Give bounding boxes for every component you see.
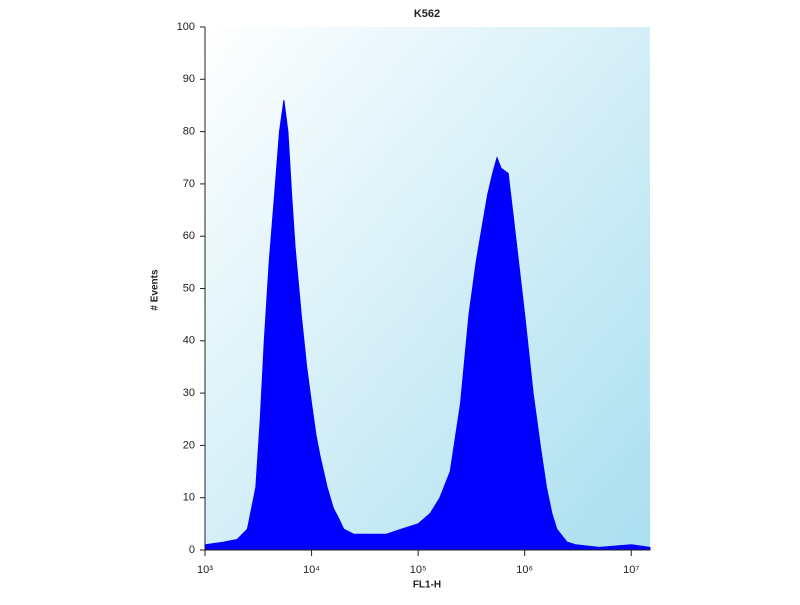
y-tick-label: 10 [183, 492, 195, 504]
plot [204, 100, 651, 551]
x-tick-label: 10⁴ [303, 564, 320, 576]
x-axis-label: FL1-H [413, 580, 441, 591]
y-tick-label: 70 [183, 178, 195, 190]
y-tick-label: 50 [183, 282, 195, 294]
y-tick-label: 80 [183, 126, 195, 138]
y-axis-label: # Events [150, 269, 161, 311]
y-tick-label: 90 [183, 73, 195, 85]
x-tick-label: 10⁷ [623, 564, 639, 576]
y-tick-label: 0 [189, 544, 195, 556]
y-tick-label: 40 [183, 335, 195, 347]
y-tick-label: 20 [183, 439, 195, 451]
y-tick-label: 30 [183, 387, 195, 399]
x-tick-label: 10⁵ [410, 564, 427, 576]
y-tick-label: 60 [183, 230, 195, 242]
y-tick-label: 100 [177, 21, 195, 33]
x-tick-label: 10⁶ [516, 564, 533, 576]
x-tick-label: 10³ [197, 564, 213, 576]
histogram-area [204, 100, 651, 551]
chart-title: K562 [414, 8, 440, 20]
